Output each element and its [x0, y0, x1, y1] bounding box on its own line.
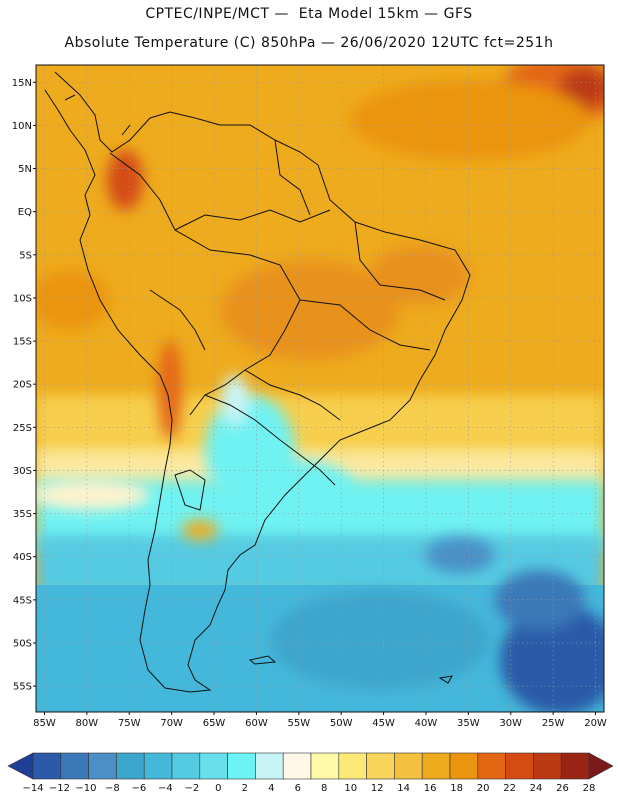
colorbar-label: 6 [295, 783, 301, 794]
lon-label: 20W [584, 718, 607, 729]
lat-label: 40S [13, 552, 32, 563]
colorbar-label: 2 [242, 783, 248, 794]
lat-label: 35S [13, 509, 32, 520]
temperature-field [36, 65, 604, 712]
lat-label: 5S [19, 250, 32, 261]
map-title: CPTEC/INPE/MCT — Eta Model 15km — GFS [145, 6, 473, 22]
colorbar-swatch [560, 752, 590, 780]
colorbar-label: 4 [268, 783, 274, 794]
lat-label: 10N [12, 121, 32, 132]
lon-label: 55W [287, 718, 310, 729]
colorbar-label: −12 [49, 783, 70, 794]
lat-label: 45S [13, 595, 32, 606]
lon-label: 60W [245, 718, 268, 729]
lat-label: 15N [12, 78, 32, 89]
colorbar-label: −4 [158, 783, 173, 794]
lat-label: 25S [13, 423, 32, 434]
lon-label: 85W [33, 718, 56, 729]
colorbar-label: −14 [22, 783, 43, 794]
colorbar-swatch [477, 752, 506, 780]
colorbar-swatch [449, 752, 479, 780]
map-frame [35, 64, 605, 713]
lat-label: 55S [13, 682, 32, 693]
colorbar-label: 14 [397, 783, 410, 794]
lon-label: 45W [372, 718, 395, 729]
map-subtitle: Absolute Temperature (C) 850hPa — 26/06/… [64, 35, 554, 51]
latitude-labels: 15N 10N 5N EQ 5S 10S 15S 20S 25S 30S 35S 40S 45S 50S 5… [12, 78, 36, 693]
colorbar-swatch [60, 752, 89, 780]
colorbar-label: 12 [371, 783, 384, 794]
lon-label: 70W [160, 718, 183, 729]
colorbar-swatch [338, 752, 367, 780]
lon-label: 80W [76, 718, 99, 729]
lat-label: 20S [13, 380, 32, 391]
colorbar-swatch [421, 752, 451, 780]
colorbar-swatch [171, 752, 201, 780]
colorbar-swatch [227, 752, 256, 780]
colorbar-arrow-high [588, 752, 614, 780]
lon-label: 75W [118, 718, 141, 729]
colorbar-label: 28 [583, 783, 596, 794]
colorbar-label: 10 [344, 783, 357, 794]
colorbar-label: 16 [424, 783, 437, 794]
lon-label: 50W [330, 718, 353, 729]
coastline-outline [44, 71, 471, 693]
colorbar-swatch [32, 752, 62, 780]
colorbar-label: −8 [105, 783, 120, 794]
lon-label: 40W [415, 718, 438, 729]
colorbar-arrow-low [7, 752, 34, 780]
colorbar-label: 20 [477, 783, 490, 794]
colorbar-swatch [116, 752, 145, 780]
lat-label: 50S [13, 638, 32, 649]
colorbar-label: 18 [450, 783, 463, 794]
colorbar-label: −10 [75, 783, 96, 794]
colorbar-labels: −14 −12 −10 −8 −6 −4 −2 0 2 4 6 8 10 12 14 16 18 20 22 24 26… [22, 783, 595, 794]
colorbar-label: −6 [132, 783, 147, 794]
colorbar-swatch [505, 752, 534, 780]
colorbar-swatch [199, 752, 228, 780]
colorbar-label: 22 [503, 783, 516, 794]
lat-label: 15S [13, 337, 32, 348]
lat-label: 30S [13, 466, 32, 477]
colorbar [7, 752, 614, 780]
colorbar-label: 8 [321, 783, 327, 794]
colorbar-swatch [533, 752, 562, 780]
longitude-labels: 85W 80W 75W 70W 65W 60W 55W 50W 45W 40W 35W 30W 25W 2… [33, 712, 607, 729]
colorbar-label: 26 [556, 783, 569, 794]
colorbar-swatch [282, 752, 312, 780]
graticule [36, 65, 604, 712]
colorbar-swatch [310, 752, 340, 780]
lon-label: 35W [457, 718, 480, 729]
lon-label: 30W [499, 718, 522, 729]
lat-label: EQ [18, 207, 32, 218]
colorbar-label: −2 [184, 783, 199, 794]
colorbar-label: 0 [215, 783, 221, 794]
lat-label: 5N [18, 164, 32, 175]
colorbar-swatch [88, 752, 117, 780]
colorbar-swatch [394, 752, 423, 780]
colorbar-swatch [366, 752, 395, 780]
lon-label: 25W [542, 718, 565, 729]
colorbar-swatch [255, 752, 284, 780]
lon-label: 65W [203, 718, 226, 729]
lat-label: 10S [13, 293, 32, 304]
colorbar-swatch [143, 752, 173, 780]
colorbar-label: 24 [530, 783, 543, 794]
